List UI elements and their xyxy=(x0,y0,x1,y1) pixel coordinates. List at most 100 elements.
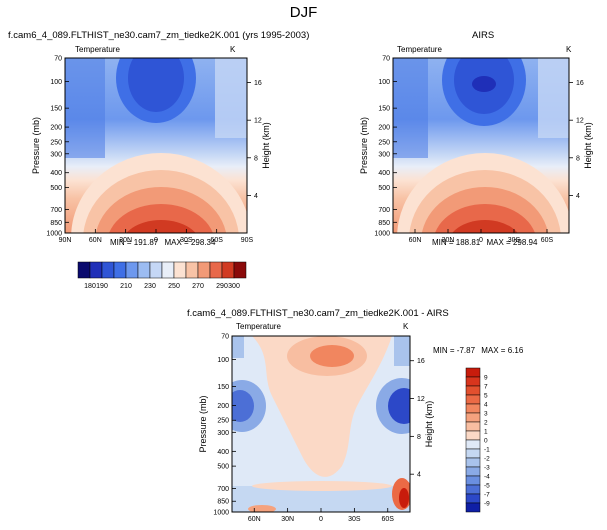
figure-suptitle: DJF xyxy=(289,4,318,21)
panel-model-xtick-label: 60S xyxy=(210,237,223,244)
colorbar-absolute-swatch xyxy=(209,261,223,279)
panel-model-y2tick-label: 4 xyxy=(254,193,258,200)
colorbar-difference-swatch xyxy=(465,421,481,432)
panel-diff-warm-surface-sh-core xyxy=(399,488,409,508)
panel-diff-y2tick-label: 8 xyxy=(417,434,421,441)
colorbar-absolute-label: 210 xyxy=(120,283,132,290)
colorbar-absolute-swatch xyxy=(125,261,139,279)
colorbar-difference-swatch xyxy=(465,484,481,495)
panel-diff-units-label: K xyxy=(403,322,409,331)
panel-obs-title: AIRS xyxy=(472,30,495,41)
panel-diff-y2label: Height (km) xyxy=(424,401,434,448)
panel-obs-ytick-label: 700 xyxy=(378,207,390,214)
colorbar-absolute-label: 250 xyxy=(168,283,180,290)
panel-diff-xtick-label: 60N xyxy=(248,516,261,523)
colorbar-difference-swatch xyxy=(465,367,481,378)
panel-model-xtick-label: 0 xyxy=(154,237,158,244)
panel-diff-cold-left-core xyxy=(232,390,254,422)
panel-diff-min-label: MIN = -7.87 xyxy=(433,346,476,355)
colorbar-difference-swatch xyxy=(465,430,481,441)
panel-model-warm-5 xyxy=(126,220,196,233)
panel-model-y2tick-label: 12 xyxy=(254,118,262,125)
panel-model-ytick-label: 700 xyxy=(50,207,62,214)
panel-diff-y2tick-label: 16 xyxy=(417,358,425,365)
panel-model-xtick-label: 30N xyxy=(119,237,132,244)
panel-obs-axes: 70 100 150 200 250 300 400 500 700 850 1000 60N 30N 0… xyxy=(359,56,593,245)
panel-diff-max-label: MAX = 6.16 xyxy=(481,346,524,355)
colorbar-difference-label: -9 xyxy=(484,501,490,508)
panel-obs-xtick-label: 30N xyxy=(442,237,455,244)
panel-model-ytick-label: 300 xyxy=(50,151,62,158)
colorbar-absolute-label: 270 xyxy=(192,283,204,290)
panel-model-y2tick-label: 16 xyxy=(254,80,262,87)
panel-model-xtick-label: 60N xyxy=(89,237,102,244)
panel-model-xtick-label: 30S xyxy=(180,237,193,244)
panel-obs-xtick-label: 60S xyxy=(541,237,554,244)
colorbar-absolute-swatch xyxy=(173,261,187,279)
panel-model-warm-4 xyxy=(109,204,213,233)
panel-obs-ylabel: Pressure (mb) xyxy=(359,117,369,174)
colorbar-absolute-swatch xyxy=(233,261,247,279)
colorbar-difference-swatch xyxy=(465,457,481,468)
panel-model-cold-nh xyxy=(65,58,105,158)
panel-diff-xtick-label: 30N xyxy=(281,516,294,523)
colorbar-difference-swatch xyxy=(465,403,481,414)
colorbar-absolute-swatch xyxy=(149,261,163,279)
panel-diff-warm-surface-nh xyxy=(248,505,276,512)
panel-diff-ytick-label: 300 xyxy=(217,430,229,437)
panel-model-xtick-label: 90N xyxy=(59,237,72,244)
panel-model-variable-label: Temperature xyxy=(75,45,120,54)
panel-obs-ytick-label: 500 xyxy=(378,185,390,192)
colorbar-difference-body: 9 7 5 4 3 2 1 0 -1 -2 -3 -4 -5 -7 -9 xyxy=(465,367,490,513)
colorbar-difference-swatch xyxy=(465,493,481,504)
colorbar-difference-swatch xyxy=(465,439,481,450)
panel-diff-xtick-label: 30S xyxy=(348,516,361,523)
panel-diff-ytick-label: 500 xyxy=(217,464,229,471)
panel-obs-trop-min xyxy=(472,76,496,92)
colorbar-difference-label: -2 xyxy=(484,456,490,463)
colorbar-difference-swatch xyxy=(465,475,481,486)
panel-model-title: f.cam6_4_089.FLTHIST_ne30.cam7_zm_tiedke… xyxy=(8,30,310,41)
panel-diff-xtick-label: 0 xyxy=(319,516,323,523)
colorbar-difference-label: 0 xyxy=(484,438,488,445)
colorbar-absolute-swatch xyxy=(101,261,115,279)
panel-obs-ytick-label: 100 xyxy=(378,79,390,86)
panel-model-ytick-label: 200 xyxy=(50,125,62,132)
colorbar-difference-label: -7 xyxy=(484,492,490,499)
panel-obs-ytick-label: 1000 xyxy=(374,231,390,238)
panel-obs-y2tick-label: 8 xyxy=(576,155,580,162)
panel-diff-ytick-label: 700 xyxy=(217,486,229,493)
colorbar-difference-label: 9 xyxy=(484,375,488,382)
panel-diff-title: f.cam6_4_089.FLTHIST_ne30.cam7_zm_tiedke… xyxy=(187,308,449,319)
panel-obs-sh-upper xyxy=(538,58,569,138)
panel-model-minmax: MIN = 191.87 MAX = 298.34 xyxy=(110,238,215,247)
panel-obs-cold-nh xyxy=(393,58,428,158)
colorbar-difference-swatch xyxy=(465,502,481,513)
panel-model-ytick-label: 500 xyxy=(50,185,62,192)
panel-obs-ytick-label: 200 xyxy=(378,125,390,132)
panel-obs-ytick-label: 250 xyxy=(378,139,390,146)
colorbar-difference-swatch xyxy=(465,448,481,459)
colorbar-difference-swatch xyxy=(465,385,481,396)
colorbar-absolute-swatch xyxy=(221,261,235,279)
colorbar-absolute-swatch xyxy=(77,261,91,279)
panel-diff-ytick-label: 200 xyxy=(217,403,229,410)
panel-diff-cold-topright xyxy=(394,336,410,366)
colorbar-difference-swatch xyxy=(465,466,481,477)
panel-obs-y2tick-label: 12 xyxy=(576,118,584,125)
panel-model-ytick-label: 1000 xyxy=(46,231,62,238)
panel-model-units-label: K xyxy=(230,45,236,54)
colorbar-difference-label: 5 xyxy=(484,393,488,400)
colorbar-absolute-swatch xyxy=(185,261,199,279)
panel-obs-ytick-label: 850 xyxy=(378,220,390,227)
panel-diff-cold-topleft xyxy=(232,336,244,358)
panel-diff-variable-label: Temperature xyxy=(236,322,281,331)
colorbar-absolute-swatch xyxy=(197,261,211,279)
panel-model-y2tick-label: 8 xyxy=(254,155,258,162)
colorbar-absolute-body: 180 190 210 230 250 270 290 300 xyxy=(77,261,247,290)
panel-model-ytick-label: 150 xyxy=(50,106,62,113)
panel-model-y2label: Height (km) xyxy=(261,122,271,169)
panel-diff-xtick-label: 60S xyxy=(382,516,395,523)
